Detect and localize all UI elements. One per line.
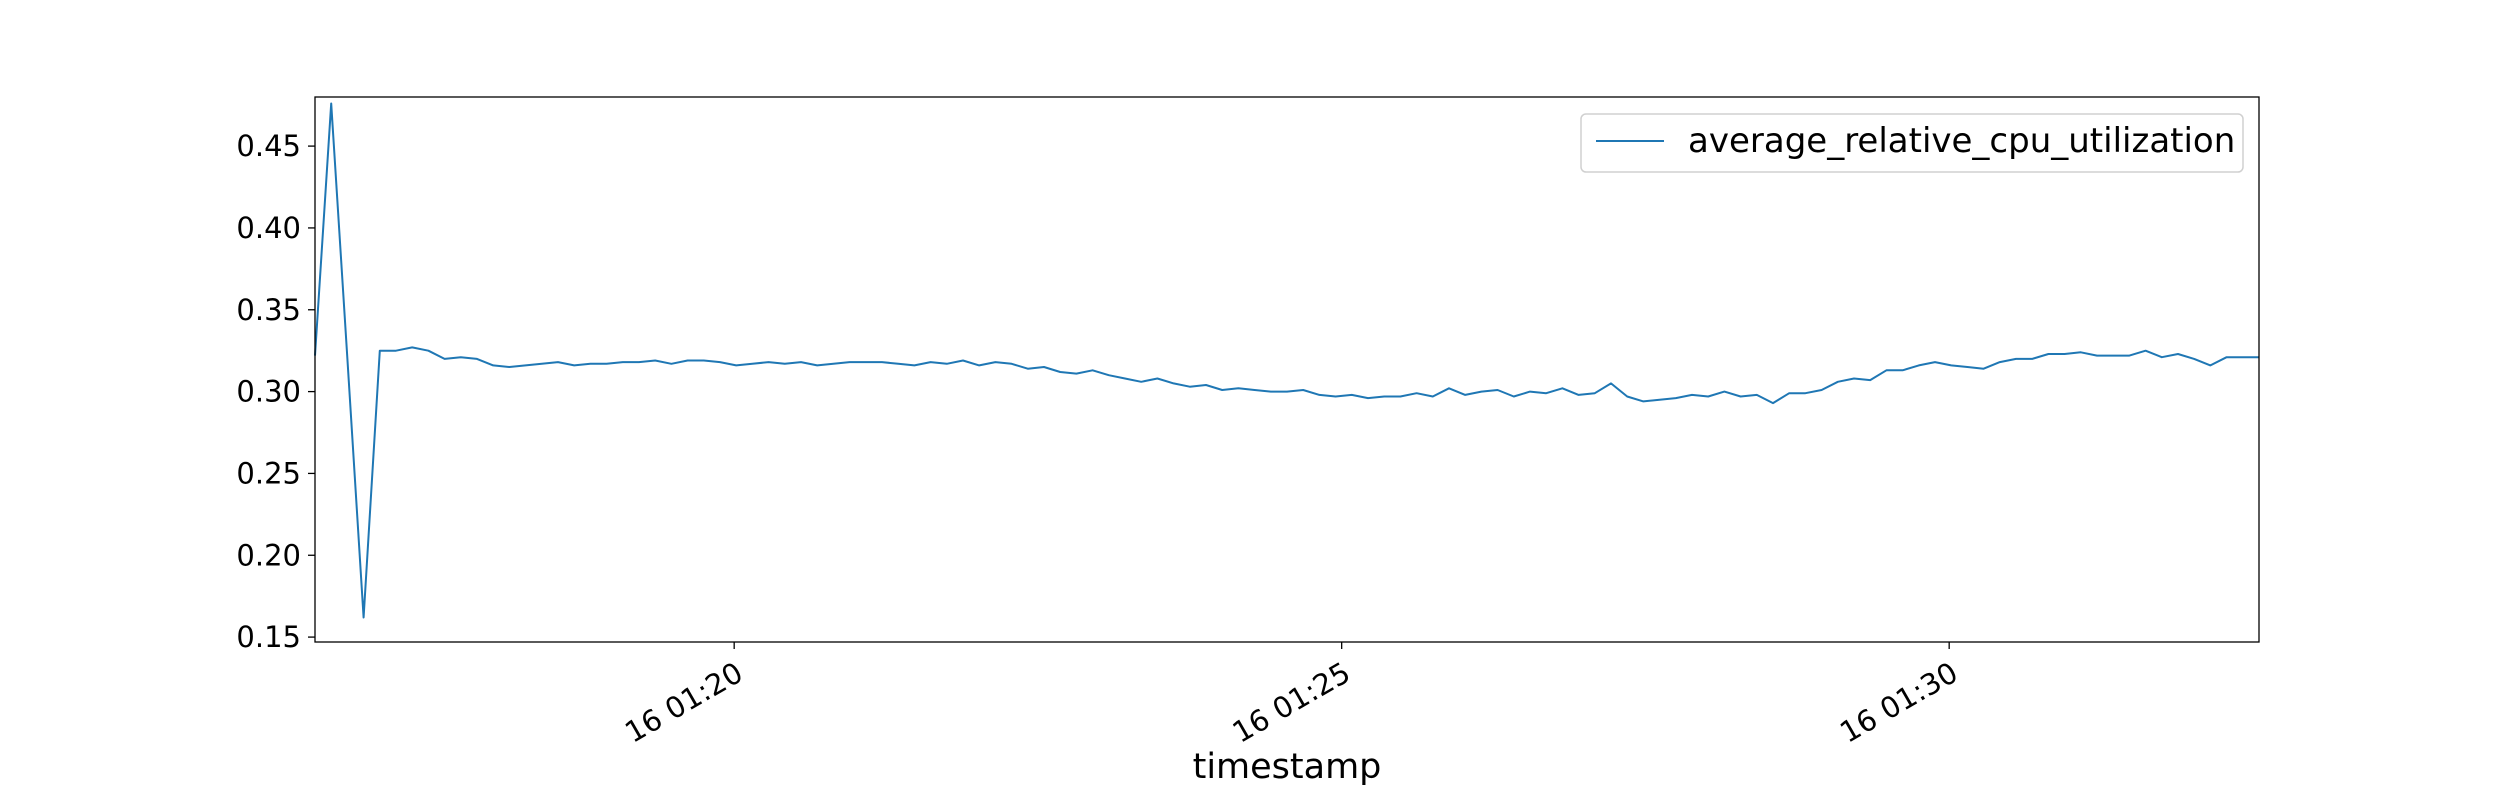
series-layer xyxy=(314,102,2259,619)
y-tick-label: 0.35 xyxy=(236,293,301,327)
legend-box xyxy=(1580,113,2244,173)
y-tick-label: 0.15 xyxy=(236,620,301,654)
y-tick-label: 0.25 xyxy=(236,456,301,490)
y-tick-label: 0.20 xyxy=(236,538,301,572)
legend: average_relative_cpu_utilization xyxy=(1580,113,2244,173)
series-line-0 xyxy=(314,102,2259,619)
x-axis-title: timestamp xyxy=(1193,747,1382,787)
y-tick-label: 0.45 xyxy=(236,129,301,163)
y-tick-label: 0.40 xyxy=(236,211,301,245)
y-tick-label: 0.30 xyxy=(236,375,301,409)
y-axis: 0.15 0.20 0.25 0.30 0.35 0.40 0.45 xyxy=(236,129,315,654)
plot-frame xyxy=(314,96,2260,643)
legend-label: average_relative_cpu_utilization xyxy=(1688,121,2235,161)
